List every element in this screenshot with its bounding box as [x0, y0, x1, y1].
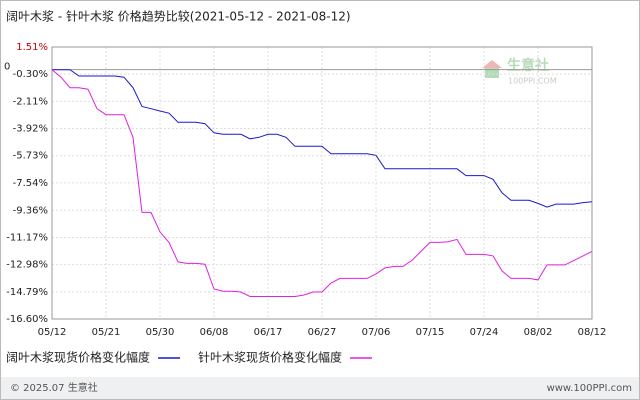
chart-title: 阔叶木浆 - 针叶木浆 价格趋势比较(2021-05-12 - 2021-08-… [6, 9, 351, 24]
legend-label: 阔叶木浆现货价格变化幅度 [6, 350, 150, 365]
y-tick-label: -0.30% [13, 69, 48, 80]
watermark-name: 生意社 [507, 57, 549, 74]
series-line [51, 69, 593, 297]
legend-label: 针叶木浆现货价格变化幅度 [198, 350, 342, 365]
series-line [52, 69, 593, 208]
x-tick-label: 08/02 [524, 327, 553, 338]
y-tick-label: -14.79% [6, 287, 48, 298]
x-tick-label: 07/24 [470, 327, 499, 338]
x-tick-label: 05/30 [146, 327, 175, 338]
x-tick-label: 06/17 [254, 327, 283, 338]
x-tick-label: 08/12 [578, 327, 607, 338]
y-tick-label: -2.11% [13, 96, 48, 107]
footer-band [1, 377, 639, 399]
zero-label: 0 [4, 62, 10, 73]
x-tick-label: 07/15 [416, 327, 445, 338]
y-tick-label: -9.36% [13, 205, 48, 216]
y-tick-label: -12.98% [6, 260, 48, 271]
y-tick-label: -7.54% [13, 178, 48, 189]
footer-left: © 2025.07 生意社 [10, 381, 98, 394]
x-tick-label: 05/12 [38, 327, 67, 338]
x-tick-label: 07/06 [362, 327, 391, 338]
y-tick-label: 1.51% [16, 42, 48, 53]
x-tick-label: 06/08 [200, 327, 229, 338]
y-tick-label: -5.73% [13, 151, 48, 162]
y-tick-label: -16.60% [6, 314, 48, 325]
y-tick-label: -11.17% [6, 232, 48, 243]
watermark-site: 100PPI.COM [508, 77, 557, 86]
x-tick-label: 05/21 [92, 327, 121, 338]
plot-border [51, 46, 593, 320]
footer-right: www.100PPI.com [547, 383, 632, 394]
x-tick-label: 06/27 [308, 327, 337, 338]
y-tick-label: -3.92% [13, 124, 48, 135]
